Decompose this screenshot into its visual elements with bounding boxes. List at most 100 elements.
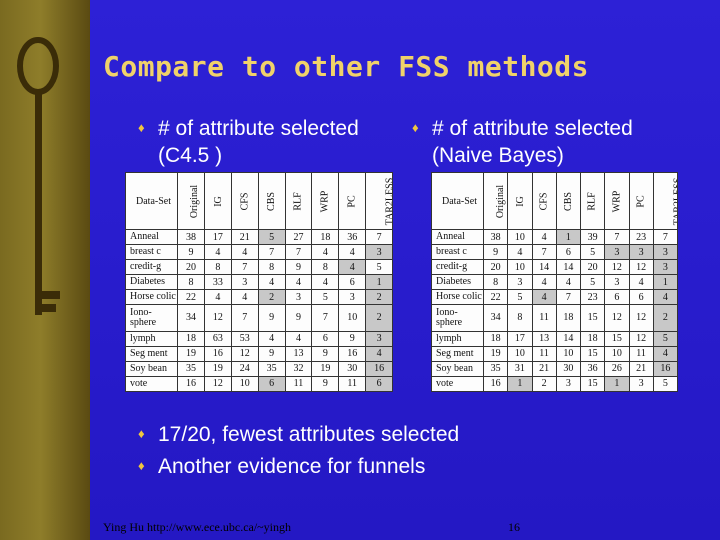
value-cell: 4 <box>652 289 679 306</box>
value-cell: 7 <box>311 304 340 332</box>
left-column-heading: ♦ # of attribute selected (C4.5 ) <box>138 114 359 169</box>
value-cell: 9 <box>284 259 313 276</box>
value-cell: 2 <box>531 375 557 393</box>
value-cell: 4 <box>531 228 557 246</box>
dataset-name-cell: Iono-sphere <box>431 304 484 332</box>
value-cell: 10 <box>507 345 533 362</box>
dataset-name-cell: Diabetes <box>125 274 178 291</box>
dataset-name-cell: lymph <box>125 330 178 347</box>
value-cell: 14 <box>555 259 582 276</box>
value-cell: 4 <box>257 274 286 291</box>
value-cell: 1 <box>365 274 393 291</box>
value-cell: 4 <box>507 244 533 261</box>
value-cell: 20 <box>579 259 606 276</box>
table-row: Diabetes 8 3 4 4 5 3 4 1 <box>431 274 679 291</box>
value-cell: 10 <box>338 304 367 332</box>
value-cell: 23 <box>579 289 606 306</box>
table-row: Iono-sphere 34 8 11 18 15 12 12 2 <box>431 304 679 332</box>
right-column-heading: ♦ # of attribute selected (Naive Bayes) <box>412 114 633 169</box>
value-cell: 3 <box>652 259 679 276</box>
table-row: Anneal 38 17 21 5 27 18 36 7 <box>125 228 393 246</box>
value-cell: 9 <box>311 375 340 393</box>
value-cell: 1 <box>604 375 630 393</box>
value-cell: 6 <box>628 289 654 306</box>
dataset-name-cell: Seg ment <box>125 345 178 362</box>
method-column-label: CBS <box>562 191 574 211</box>
bullet-icon: ♦ <box>138 426 145 441</box>
value-cell: 3 <box>628 375 654 393</box>
value-cell: 7 <box>604 228 630 246</box>
value-cell: 15 <box>579 375 606 393</box>
method-column-label: CFS <box>538 192 550 210</box>
method-column-header: Original <box>482 172 509 230</box>
dataset-name-cell: Soy bean <box>431 360 484 377</box>
value-cell: 8 <box>177 274 205 291</box>
table-row: credit-g 20 10 14 14 20 12 12 3 <box>431 259 679 276</box>
dataset-name-cell: Soy bean <box>125 360 178 377</box>
dataset-name-cell: Anneal <box>431 228 484 246</box>
value-cell: 8 <box>203 259 232 276</box>
value-cell: 10 <box>230 375 259 393</box>
value-cell: 4 <box>338 244 367 261</box>
dataset-name-cell: breast c <box>431 244 484 261</box>
value-cell: 11 <box>284 375 313 393</box>
value-cell: 3 <box>507 274 533 291</box>
value-cell: 9 <box>482 244 509 261</box>
value-cell: 19 <box>203 360 232 377</box>
method-column-header: TAR2LESS <box>652 172 679 230</box>
value-cell: 20 <box>482 259 509 276</box>
value-cell: 3 <box>230 274 259 291</box>
method-column-header: PC <box>628 172 654 230</box>
value-cell: 26 <box>604 360 630 377</box>
dataset-name-cell: Horse colic <box>431 289 484 306</box>
value-cell: 9 <box>311 345 340 362</box>
c45-results-table: Data-Set Original IG CFS CBS RLF WRP PC TAR2LESS… <box>125 172 393 393</box>
value-cell: 7 <box>652 228 679 246</box>
dataset-name-cell: lymph <box>431 330 484 347</box>
value-cell: 10 <box>555 345 582 362</box>
method-column-label: WRP <box>319 190 331 212</box>
value-cell: 18 <box>555 304 582 332</box>
value-cell: 4 <box>531 274 557 291</box>
value-cell: 5 <box>311 289 340 306</box>
value-cell: 12 <box>628 330 654 347</box>
value-cell: 21 <box>531 360 557 377</box>
value-cell: 4 <box>284 274 313 291</box>
method-column-label: RLF <box>587 191 599 211</box>
value-cell: 9 <box>338 330 367 347</box>
value-cell: 8 <box>257 259 286 276</box>
value-cell: 7 <box>230 259 259 276</box>
value-cell: 5 <box>507 289 533 306</box>
value-cell: 12 <box>203 304 232 332</box>
method-column-label: CBS <box>266 191 278 211</box>
value-cell: 31 <box>507 360 533 377</box>
value-cell: 7 <box>365 228 393 246</box>
value-cell: 9 <box>257 304 286 332</box>
value-cell: 15 <box>579 304 606 332</box>
value-cell: 16 <box>482 375 509 393</box>
method-column-label: TAR2LESS <box>672 177 678 225</box>
value-cell: 18 <box>177 330 205 347</box>
value-cell: 17 <box>203 228 232 246</box>
method-column-label: Original <box>495 184 507 218</box>
value-cell: 5 <box>579 244 606 261</box>
method-column-label: WRP <box>611 190 623 212</box>
value-cell: 12 <box>628 304 654 332</box>
value-cell: 10 <box>604 345 630 362</box>
key-icon <box>17 37 60 315</box>
value-cell: 3 <box>652 244 679 261</box>
nb-results-table: Data-Set Original IG CFS CBS RLF WRP PC TAR2LESS… <box>431 172 679 393</box>
method-column-label: IG <box>514 195 526 207</box>
method-column-header: IG <box>203 172 232 230</box>
value-cell: 4 <box>230 289 259 306</box>
table-row: Soy bean 35 31 21 30 36 26 21 16 <box>431 360 679 377</box>
value-cell: 15 <box>604 330 630 347</box>
right-heading-line2: (Naive Bayes) <box>432 144 564 167</box>
value-cell: 63 <box>203 330 232 347</box>
value-cell: 12 <box>203 375 232 393</box>
dataset-column-header: Data-Set <box>431 172 484 230</box>
table-row: credit-g 20 8 7 8 9 8 4 5 <box>125 259 393 276</box>
value-cell: 2 <box>365 304 393 332</box>
value-cell: 30 <box>555 360 582 377</box>
bullet-icon: ♦ <box>138 120 145 135</box>
